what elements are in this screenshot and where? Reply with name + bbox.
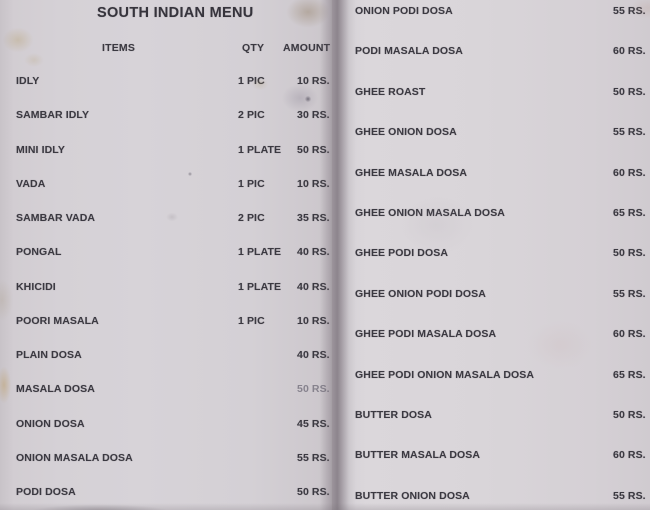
item-qty: 2 PIC	[238, 109, 265, 122]
item-price: 65 RS.	[613, 368, 646, 381]
item-qty: 1 PIC	[238, 75, 265, 87]
item-name: VADA	[16, 177, 46, 190]
item-qty: 2 PIC	[238, 212, 265, 224]
item-price: 10 RS.	[297, 177, 330, 190]
item-name: POORI MASALA	[16, 314, 99, 327]
menu-row: GHEE ROAST 50 RS.	[332, 86, 650, 99]
item-price: 55 RS.	[613, 287, 646, 300]
menu-row: IDLY 1 PIC 10 RS.	[0, 75, 332, 88]
item-price: 35 RS.	[297, 212, 330, 224]
menu-row: ONION MASALA DOSA 55 RS.	[0, 452, 332, 465]
column-header-qty: QTY	[242, 42, 265, 54]
menu-row: ONION DOSA 45 RS.	[0, 418, 332, 431]
item-qty: 1 PLATE	[238, 246, 282, 259]
item-price: 55 RS.	[613, 489, 646, 502]
menu-row: BUTTER DOSA 50 RS.	[332, 409, 650, 422]
column-header-amount: AMOUNT	[283, 42, 331, 54]
item-price: 30 RS.	[297, 109, 330, 122]
menu-row: BUTTER ONION DOSA 55 RS.	[332, 490, 650, 503]
item-price: 50 RS.	[297, 143, 330, 156]
item-name: PODI MASALA DOSA	[355, 45, 463, 58]
menu-row: KHICIDI 1 PLATE 40 RS.	[0, 281, 332, 294]
item-qty: 1 PIC	[238, 314, 265, 327]
item-price: 45 RS.	[297, 417, 330, 430]
item-name: GHEE ONION PODI DOSA	[355, 287, 486, 300]
menu-row: VADA 1 PIC 10 RS.	[0, 178, 332, 191]
item-name: BUTTER ONION DOSA	[355, 489, 470, 502]
menu-row: MINI IDLY 1 PLATE 50 RS.	[0, 144, 332, 157]
menu-page-right: ONION PODI DOSA 55 RS. PODI MASALA DOSA …	[332, 0, 650, 510]
item-price: 60 RS.	[613, 166, 646, 179]
item-price: 40 RS.	[297, 280, 330, 293]
item-qty: 1 PIC	[238, 177, 265, 190]
item-name: GHEE ONION MASALA DOSA	[355, 207, 505, 220]
item-name: GHEE PODI MASALA DOSA	[355, 328, 497, 341]
item-price: 60 RS.	[613, 449, 646, 462]
item-name: GHEE PODI ONION MASALA DOSA	[355, 368, 535, 381]
item-name: ONION DOSA	[16, 417, 85, 430]
menu-row: ONION PODI DOSA 55 RS.	[332, 5, 650, 18]
menu-page-left: SOUTH INDIAN MENU ITEMS QTY AMOUNT IDLY …	[0, 0, 332, 510]
item-name: IDLY	[16, 75, 40, 87]
item-name: GHEE ONION DOSA	[355, 126, 457, 139]
menu-row: GHEE ONION MASALA DOSA 65 RS.	[332, 207, 650, 220]
menu-row: PONGAL 1 PLATE 40 RS.	[0, 246, 332, 259]
item-name: PODI DOSA	[16, 486, 76, 498]
menu-items-right: ONION PODI DOSA 55 RS. PODI MASALA DOSA …	[332, 5, 650, 503]
item-qty: 1 PLATE	[238, 280, 282, 293]
item-name: MASALA DOSA	[16, 383, 95, 396]
item-name: SAMBAR VADA	[16, 212, 96, 224]
menu-row: GHEE ONION DOSA 55 RS.	[332, 126, 650, 139]
item-name: PONGAL	[16, 246, 62, 259]
item-price: 60 RS.	[613, 45, 646, 58]
item-price: 60 RS.	[613, 328, 646, 341]
menu-row: PODI DOSA 50 RS.	[0, 486, 332, 499]
item-price: 50 RS.	[613, 85, 646, 98]
menu-row: POORI MASALA 1 PIC 10 RS.	[0, 315, 332, 328]
item-price: 40 RS.	[297, 349, 330, 361]
item-qty: 1 PLATE	[238, 143, 282, 156]
menu-row: PODI MASALA DOSA 60 RS.	[332, 45, 650, 58]
menu-row: GHEE ONION PODI DOSA 55 RS.	[332, 288, 650, 301]
menu-row: SAMBAR VADA 2 PIC 35 RS.	[0, 212, 332, 225]
menu-row: MASALA DOSA 50 RS.	[0, 383, 332, 396]
item-price: 65 RS.	[613, 207, 646, 220]
item-price: 50 RS.	[297, 486, 330, 498]
item-name: GHEE PODI DOSA	[355, 247, 448, 260]
item-name: BUTTER DOSA	[355, 409, 432, 422]
item-price: 55 RS.	[613, 126, 646, 139]
item-price: 10 RS.	[297, 314, 330, 327]
menu-row: GHEE PODI ONION MASALA DOSA 65 RS.	[332, 369, 650, 382]
menu-row: GHEE PODI MASALA DOSA 60 RS.	[332, 328, 650, 341]
menu-row: GHEE PODI DOSA 50 RS.	[332, 247, 650, 260]
item-price: 10 RS.	[297, 75, 330, 87]
menu-row: SAMBAR IDLY 2 PIC 30 RS.	[0, 109, 332, 122]
item-price: 50 RS.	[613, 409, 646, 422]
item-name: KHICIDI	[16, 280, 56, 293]
menu-row: BUTTER MASALA DOSA 60 RS.	[332, 449, 650, 462]
item-name: GHEE MASALA DOSA	[355, 166, 468, 179]
item-name: ONION PODI DOSA	[355, 5, 453, 17]
item-price: 55 RS.	[297, 451, 330, 464]
item-name: MINI IDLY	[16, 143, 65, 156]
item-name: PLAIN DOSA	[16, 349, 82, 361]
item-name: SAMBAR IDLY	[16, 109, 90, 122]
item-name: BUTTER MASALA DOSA	[355, 449, 481, 462]
menu-title: SOUTH INDIAN MENU	[97, 5, 254, 21]
item-price: 55 RS.	[613, 5, 646, 17]
item-price: 50 RS.	[297, 383, 330, 396]
item-name: ONION MASALA DOSA	[16, 451, 133, 464]
menu-row: PLAIN DOSA 40 RS.	[0, 349, 332, 362]
column-header-items: ITEMS	[102, 42, 136, 54]
item-price: 40 RS.	[297, 246, 330, 259]
item-name: GHEE ROAST	[355, 85, 426, 98]
menu-items-left: IDLY 1 PIC 10 RS. SAMBAR IDLY 2 PIC 30 R…	[0, 75, 332, 499]
item-price: 50 RS.	[613, 247, 646, 260]
menu-row: GHEE MASALA DOSA 60 RS.	[332, 167, 650, 180]
